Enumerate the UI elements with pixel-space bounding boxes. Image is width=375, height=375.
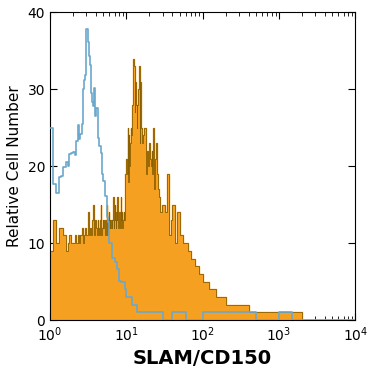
Y-axis label: Relative Cell Number: Relative Cell Number <box>7 86 22 247</box>
X-axis label: SLAM/CD150: SLAM/CD150 <box>133 349 272 368</box>
